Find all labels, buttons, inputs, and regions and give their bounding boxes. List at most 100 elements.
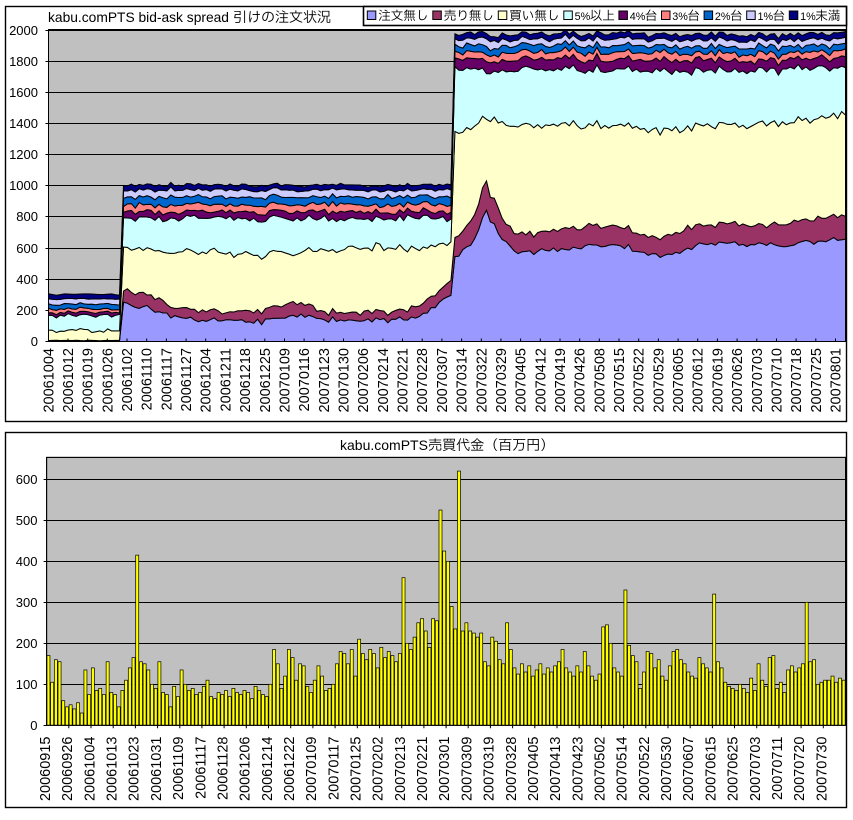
svg-text:20070711: 20070711 [770, 737, 786, 800]
svg-text:20070405: 20070405 [526, 737, 542, 802]
svg-text:3%: 3% [672, 11, 688, 23]
svg-text:20070328: 20070328 [504, 737, 520, 802]
svg-text:1400: 1400 [9, 116, 38, 131]
svg-text:20061211: 20061211 [218, 348, 234, 411]
svg-text:20061117: 20061117 [159, 348, 175, 410]
svg-text:20070522: 20070522 [637, 737, 653, 802]
svg-text:1000: 1000 [9, 178, 38, 193]
svg-text:20061204: 20061204 [199, 348, 215, 413]
svg-text:20070703: 20070703 [750, 348, 766, 413]
svg-text:20060926: 20060926 [60, 737, 76, 802]
svg-text:0: 0 [30, 718, 37, 733]
svg-text:20070514: 20070514 [615, 737, 631, 802]
svg-text:20070221: 20070221 [396, 348, 412, 413]
svg-text:20061004: 20061004 [41, 348, 57, 413]
svg-text:20070329: 20070329 [494, 348, 510, 413]
svg-text:20070213: 20070213 [393, 737, 409, 802]
svg-text:20061031: 20061031 [149, 737, 165, 802]
svg-text:20070508: 20070508 [592, 348, 608, 413]
svg-text:20070626: 20070626 [730, 348, 746, 413]
svg-text:20070725: 20070725 [809, 348, 825, 413]
svg-text:1800: 1800 [9, 54, 38, 69]
svg-text:20060915: 20060915 [38, 737, 54, 802]
svg-text:2%: 2% [715, 11, 731, 23]
svg-text:1%: 1% [758, 11, 774, 23]
svg-text:20061026: 20061026 [100, 348, 116, 413]
svg-text:kabu.comPTS bid-ask spread: kabu.comPTS bid-ask spread [48, 10, 229, 25]
svg-text:20070125: 20070125 [349, 737, 365, 802]
svg-text:800: 800 [16, 209, 38, 224]
svg-text:20070405: 20070405 [514, 348, 530, 413]
svg-text:20070214: 20070214 [376, 348, 392, 413]
svg-text:20070718: 20070718 [789, 348, 805, 413]
svg-text:20070423: 20070423 [570, 737, 586, 802]
svg-text:20070607: 20070607 [681, 737, 697, 802]
svg-text:20070117: 20070117 [326, 737, 342, 800]
svg-text:20070720: 20070720 [792, 737, 808, 802]
svg-text:20061117: 20061117 [193, 737, 209, 799]
svg-text:20061004: 20061004 [82, 737, 98, 802]
svg-text:20070130: 20070130 [337, 348, 353, 413]
svg-text:500: 500 [16, 513, 38, 528]
svg-text:20061023: 20061023 [127, 737, 143, 802]
svg-text:20070502: 20070502 [593, 737, 609, 802]
svg-text:20061102: 20061102 [120, 348, 136, 411]
svg-text:20070413: 20070413 [548, 737, 564, 802]
svg-text:200: 200 [16, 303, 38, 318]
svg-text:20070314: 20070314 [455, 348, 471, 413]
svg-text:20061013: 20061013 [105, 737, 121, 802]
svg-text:600: 600 [16, 472, 38, 487]
svg-text:20070522: 20070522 [632, 348, 648, 413]
svg-text:20070801: 20070801 [829, 348, 845, 413]
svg-text:1600: 1600 [9, 85, 38, 100]
svg-text:200: 200 [16, 636, 38, 651]
svg-text:2000: 2000 [9, 23, 38, 38]
svg-text:20070625: 20070625 [726, 737, 742, 802]
svg-text:20070301: 20070301 [437, 737, 453, 802]
svg-text:20061218: 20061218 [238, 348, 254, 413]
svg-text:20070529: 20070529 [651, 348, 667, 413]
svg-text:100: 100 [16, 677, 38, 692]
svg-text:20070319: 20070319 [482, 737, 498, 802]
svg-text:20061019: 20061019 [81, 348, 97, 413]
svg-text:20070412: 20070412 [533, 348, 549, 413]
svg-text:400: 400 [16, 272, 38, 287]
svg-text:300: 300 [16, 595, 38, 610]
svg-text:20070615: 20070615 [703, 737, 719, 802]
svg-text:20070612: 20070612 [691, 348, 707, 413]
svg-text:1200: 1200 [9, 147, 38, 162]
svg-text:kabu.comPTS: kabu.comPTS [340, 437, 428, 453]
svg-text:20061214: 20061214 [260, 737, 276, 802]
svg-text:20070515: 20070515 [612, 348, 628, 413]
svg-text:20070619: 20070619 [710, 348, 726, 413]
svg-text:20070116: 20070116 [297, 348, 313, 411]
svg-text:20070530: 20070530 [659, 737, 675, 802]
svg-text:20070202: 20070202 [371, 737, 387, 802]
svg-text:20061012: 20061012 [61, 348, 77, 413]
svg-text:20061206: 20061206 [238, 737, 254, 802]
svg-text:20070730: 20070730 [814, 737, 830, 802]
svg-text:0: 0 [31, 334, 38, 349]
svg-text:20070206: 20070206 [356, 348, 372, 413]
svg-text:20061109: 20061109 [171, 737, 187, 800]
svg-text:20070228: 20070228 [415, 348, 431, 413]
svg-text:20070710: 20070710 [770, 348, 786, 413]
svg-text:4%: 4% [630, 11, 646, 23]
svg-text:20061225: 20061225 [258, 348, 274, 413]
svg-text:400: 400 [16, 554, 38, 569]
svg-text:20070322: 20070322 [474, 348, 490, 413]
svg-text:20070426: 20070426 [573, 348, 589, 413]
svg-text:20061110: 20061110 [140, 348, 156, 410]
svg-text:20070109: 20070109 [304, 737, 320, 802]
svg-text:600: 600 [16, 241, 38, 256]
svg-text:20070123: 20070123 [317, 348, 333, 413]
svg-text:20070221: 20070221 [415, 737, 431, 802]
svg-text:20061222: 20061222 [282, 737, 298, 802]
svg-text:20061128: 20061128 [215, 737, 231, 800]
svg-text:20070309: 20070309 [459, 737, 475, 802]
svg-text:20070307: 20070307 [435, 348, 451, 413]
svg-text:5%: 5% [575, 11, 591, 23]
svg-text:20070703: 20070703 [748, 737, 764, 802]
svg-text:1%: 1% [800, 11, 816, 23]
svg-text:20070109: 20070109 [278, 348, 294, 413]
